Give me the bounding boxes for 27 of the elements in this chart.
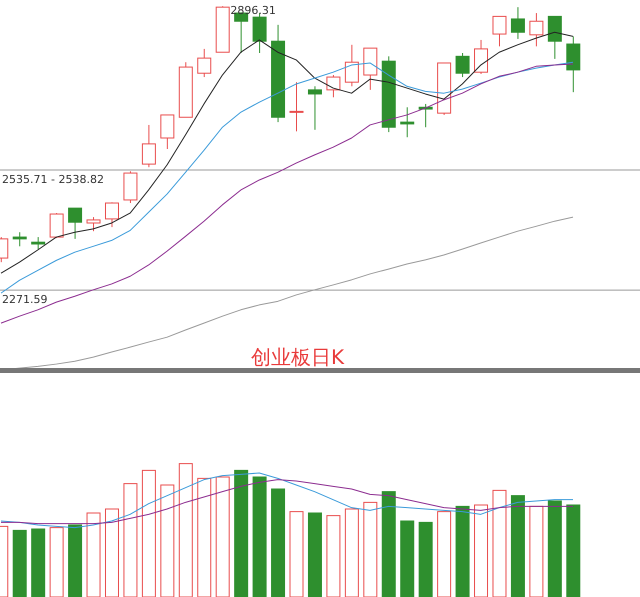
candlestick (400, 106, 414, 138)
candlestick (456, 52, 470, 78)
annotation: 2896.31 (230, 4, 276, 18)
bar (510, 495, 525, 597)
bar (12, 530, 27, 597)
bar (252, 476, 267, 597)
bar (548, 500, 562, 597)
bar (418, 522, 433, 597)
bar (68, 524, 82, 597)
bar (308, 512, 322, 597)
candlestick (290, 82, 304, 132)
bar (456, 506, 470, 597)
bar (382, 491, 396, 597)
candlestick (197, 48, 212, 78)
bar (31, 528, 46, 597)
bar (271, 488, 286, 597)
bar (234, 470, 248, 597)
candlestick (344, 44, 359, 87)
candlestick (566, 36, 580, 93)
bar (400, 520, 414, 597)
candlestick (12, 232, 27, 247)
candlestick (31, 236, 46, 250)
candlestick (529, 12, 544, 47)
text: 创业板日K (250, 344, 346, 371)
annotation: 2535.71 - 2538.82 (2, 173, 104, 186)
text: 2271.59 (2, 293, 48, 306)
bar (566, 504, 580, 597)
